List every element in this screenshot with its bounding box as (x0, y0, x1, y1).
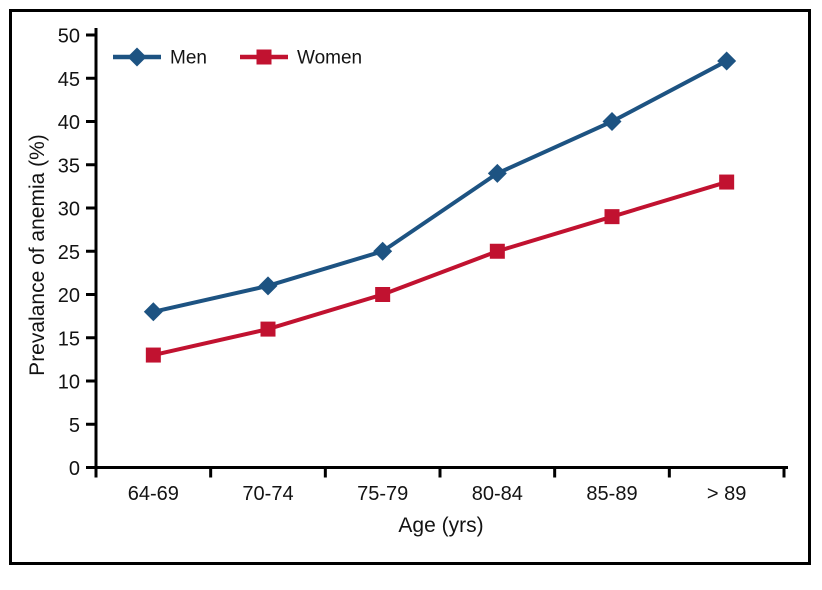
marker-women-square (145, 347, 161, 363)
y-tick-label: 40 (58, 112, 80, 134)
marker-women-square (489, 243, 505, 259)
chart-canvas: 0 5 10 15 20 25 30 35 40 45 50 64-69 70-74 75-79 80-84… (58, 26, 788, 505)
marker-men-diamond (373, 241, 393, 261)
x-tick-label: 70-74 (242, 483, 293, 505)
x-tick-label: 75-79 (357, 483, 408, 505)
y-axis-title: Prevalance of anemia (%) (26, 134, 49, 376)
marker-women-square (604, 209, 620, 225)
marker-men-diamond (487, 163, 507, 183)
y-tick-label: 25 (58, 242, 80, 264)
series-line-women (152, 180, 728, 358)
x-axis-title: Age (yrs) (398, 514, 483, 537)
marker-men-diamond (143, 302, 163, 322)
legend-label-men: Men (170, 48, 207, 69)
y-tick-label: 50 (58, 26, 80, 48)
legend-marker-diamond (127, 47, 147, 67)
x-tick-label: 64-69 (128, 483, 179, 505)
y-tick-label: 10 (58, 372, 80, 394)
x-tick-label: 80-84 (472, 483, 523, 505)
y-tick-label: 15 (58, 328, 80, 350)
y-tick-label: 30 (58, 199, 80, 221)
figure-border (9, 9, 811, 565)
x-tick-label: 85-89 (586, 483, 637, 505)
y-tick-label: 20 (58, 285, 80, 307)
marker-women-square (719, 174, 735, 190)
x-tick-label: > 89 (707, 483, 746, 505)
y-tick-label: 45 (58, 69, 80, 91)
series-line-men (152, 59, 728, 314)
legend-marker-square (256, 49, 272, 65)
marker-men-diamond (717, 51, 737, 71)
y-tick-label: 0 (69, 458, 80, 480)
legend-label-women: Women (297, 48, 362, 69)
y-tick-label: 35 (58, 155, 80, 177)
marker-men-diamond (602, 112, 622, 131)
marker-women-square (260, 321, 276, 337)
marker-women-square (375, 287, 391, 302)
marker-men-diamond (258, 276, 278, 296)
y-tick-label: 5 (69, 415, 80, 437)
